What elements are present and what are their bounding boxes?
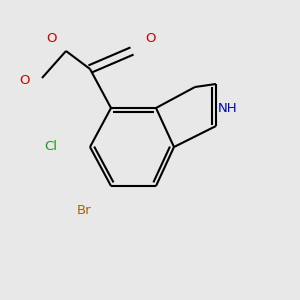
Text: Cl: Cl [44, 140, 58, 154]
Text: NH: NH [218, 101, 238, 115]
Text: O: O [19, 74, 29, 88]
Text: O: O [46, 32, 56, 46]
Text: O: O [145, 32, 155, 46]
Text: Br: Br [77, 203, 91, 217]
